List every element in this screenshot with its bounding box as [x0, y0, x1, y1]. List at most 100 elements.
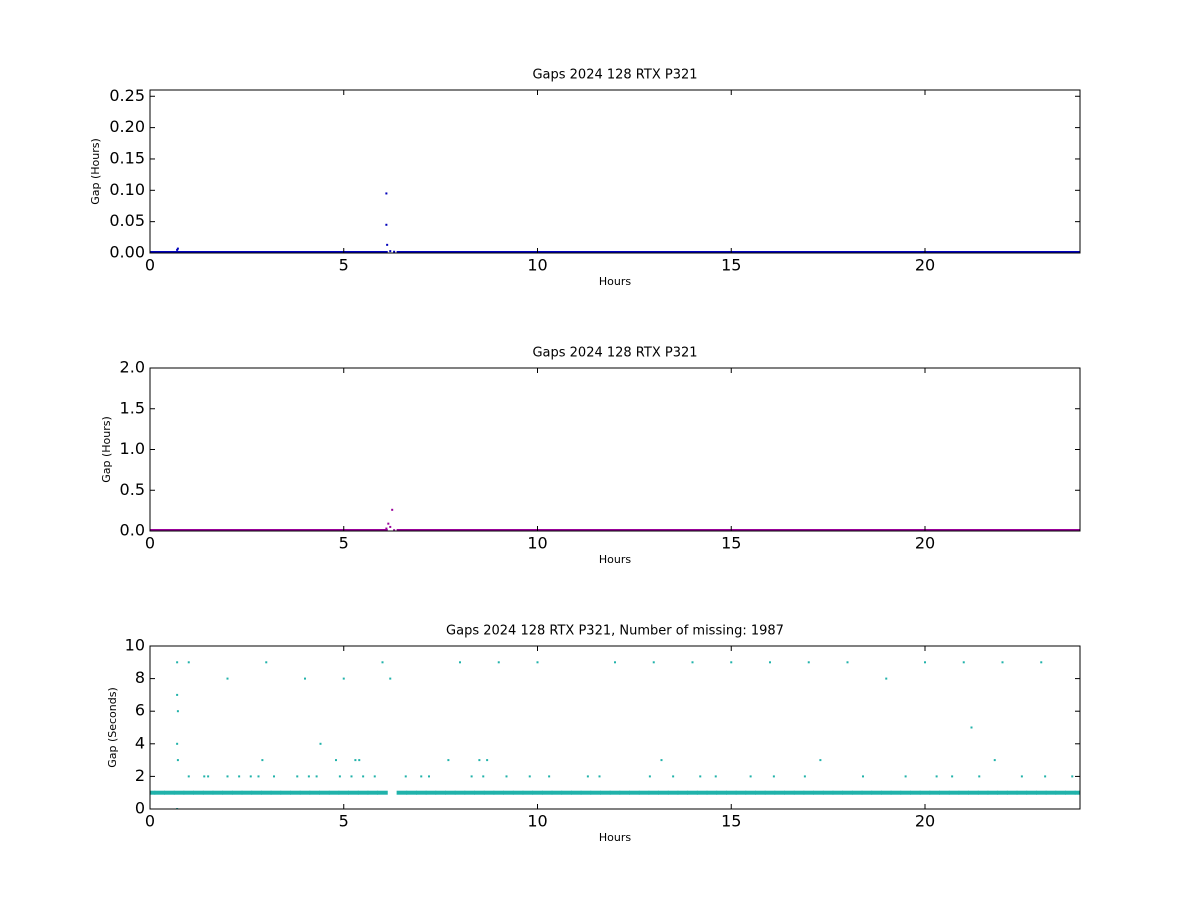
x-tick-label: 15: [721, 812, 741, 831]
point: [774, 529, 785, 531]
point: [307, 775, 310, 778]
point: [977, 790, 989, 795]
point: [609, 251, 621, 253]
point: [202, 529, 214, 531]
point: [261, 251, 272, 253]
point: [609, 790, 621, 795]
y-tick-label: 0.25: [109, 86, 145, 105]
point: [1026, 251, 1037, 253]
chart-title: Gaps 2024 128 RTX P321, Number of missin…: [446, 624, 784, 639]
point: [1045, 529, 1057, 531]
point: [251, 529, 262, 531]
point: [629, 529, 640, 531]
point: [910, 790, 921, 795]
point: [614, 661, 616, 664]
point: [571, 529, 582, 531]
y-tick-label: 2: [135, 766, 145, 785]
point: [425, 790, 437, 795]
point: [1044, 775, 1047, 778]
point: [1074, 790, 1080, 795]
y-tick-label: 1.5: [120, 398, 145, 417]
point: [813, 251, 824, 253]
x-tick-label: 15: [721, 256, 741, 275]
point: [512, 529, 524, 531]
point: [319, 251, 330, 253]
point: [600, 529, 611, 531]
point: [187, 775, 190, 778]
point: [819, 759, 822, 762]
point: [354, 759, 357, 762]
point: [386, 243, 389, 246]
point: [393, 250, 396, 253]
point: [176, 248, 179, 251]
point: [464, 529, 475, 531]
point: [154, 251, 165, 253]
point: [493, 529, 504, 531]
point: [464, 251, 475, 253]
point: [1006, 529, 1018, 531]
point: [987, 529, 999, 531]
point: [358, 759, 361, 762]
point: [483, 251, 495, 253]
point: [997, 251, 1008, 253]
point: [393, 529, 396, 531]
point: [187, 661, 190, 664]
point: [406, 251, 417, 253]
point: [389, 250, 392, 253]
point: [977, 529, 989, 531]
point: [512, 790, 524, 795]
point: [1016, 529, 1028, 531]
point: [803, 529, 814, 531]
point: [154, 790, 165, 795]
point: [619, 790, 630, 795]
point: [296, 775, 299, 778]
x-tick-label: 0: [145, 256, 155, 275]
point: [846, 661, 849, 664]
point: [609, 529, 621, 531]
point: [193, 529, 204, 531]
point: [389, 525, 392, 528]
point: [164, 529, 175, 531]
point: [822, 790, 834, 795]
point: [687, 529, 698, 531]
point: [425, 251, 437, 253]
point: [309, 529, 320, 531]
point: [904, 775, 907, 778]
point: [261, 529, 272, 531]
point: [851, 251, 863, 253]
point: [385, 223, 388, 226]
point: [512, 251, 524, 253]
point: [667, 251, 679, 253]
point: [231, 529, 243, 531]
x-tick-label: 20: [915, 812, 935, 831]
point: [348, 529, 359, 531]
point: [706, 251, 718, 253]
point: [667, 790, 679, 795]
point: [745, 529, 756, 531]
y-axis-label: Gap (Seconds): [106, 687, 119, 768]
point: [173, 251, 185, 253]
point: [493, 251, 504, 253]
point: [939, 790, 950, 795]
y-tick-label: 6: [135, 701, 145, 720]
point: [638, 790, 650, 795]
point: [793, 251, 805, 253]
point: [997, 790, 1008, 795]
point: [774, 790, 785, 795]
point: [154, 529, 165, 531]
point: [328, 251, 340, 253]
point: [265, 661, 268, 664]
point: [714, 775, 717, 778]
point: [503, 529, 514, 531]
point: [871, 790, 882, 795]
point: [270, 790, 282, 795]
point: [522, 529, 534, 531]
point: [881, 790, 892, 795]
point: [338, 775, 341, 778]
point: [385, 527, 388, 530]
point: [803, 790, 814, 795]
point: [270, 529, 282, 531]
point: [270, 251, 282, 253]
point: [348, 251, 359, 253]
